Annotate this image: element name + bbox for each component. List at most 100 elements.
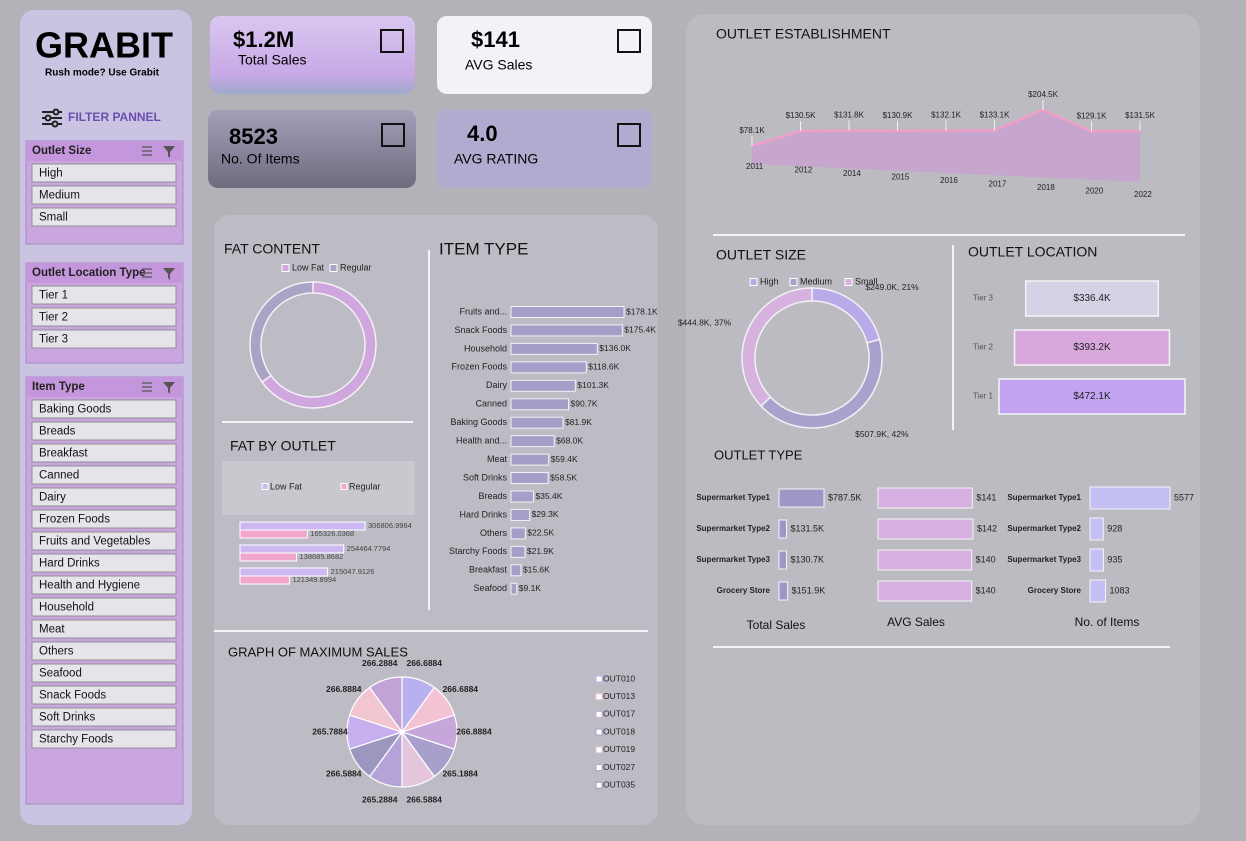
area-shade: [752, 110, 1140, 182]
kpi-value: 4.0: [467, 121, 498, 146]
bar: [239, 552, 298, 562]
filter-option[interactable]: [31, 553, 177, 573]
bar: [510, 342, 598, 355]
filter-clear-icon[interactable]: [163, 268, 175, 280]
data-label: 254464.7794: [347, 544, 391, 553]
filter-option[interactable]: [31, 531, 177, 551]
bar: [510, 361, 587, 374]
legend-swatch: [261, 483, 269, 490]
chart-title: ITEM TYPE: [439, 239, 528, 258]
filter-header-title: Outlet Size: [32, 145, 91, 157]
filter-clear-icon[interactable]: [163, 382, 175, 394]
panel-title: Total Sales: [747, 618, 806, 632]
bar: [1089, 579, 1107, 603]
filter-option[interactable]: [31, 597, 177, 617]
y-tick-label: Starchy Foods: [449, 546, 508, 556]
filter-multiselect-icon[interactable]: [142, 268, 152, 278]
legend-label: Medium: [800, 276, 832, 286]
filter-option[interactable]: [31, 307, 177, 327]
legend-label: Low Fat: [270, 481, 303, 491]
filter-option[interactable]: [31, 619, 177, 639]
filter-clear-icon[interactable]: [163, 146, 175, 158]
filter-option-label: Frozen Foods: [39, 514, 110, 526]
filter-option[interactable]: [31, 443, 177, 463]
filter-option-label: High: [39, 168, 63, 180]
data-label: $29.3K: [532, 509, 559, 519]
bar: [510, 416, 564, 429]
x-tick-label: 2020: [1086, 187, 1104, 196]
data-label: 935: [1107, 554, 1122, 564]
filter-option-label: Dairy: [39, 492, 66, 504]
y-tick-label: Breads: [478, 491, 507, 501]
filter-option-label: Baking Goods: [39, 404, 111, 416]
filter-option[interactable]: [31, 729, 177, 749]
data-label: $787.5K: [828, 492, 862, 502]
y-tick-label: Fruits and...: [459, 306, 507, 316]
data-label: $130.7K: [790, 554, 824, 564]
chart-title: GRAPH OF MAXIMUM SALES: [228, 644, 408, 659]
y-tick-label: Snack Foods: [454, 325, 507, 335]
x-tick-label: 2018: [1037, 183, 1055, 192]
filter-multiselect-icon[interactable]: [142, 146, 152, 156]
filter-option-label: Canned: [39, 470, 79, 482]
kpi-value: $141: [471, 27, 520, 52]
legend-label: OUT017: [603, 709, 635, 719]
data-label: $130.5K: [786, 111, 816, 120]
data-label: $129.1K: [1077, 111, 1107, 120]
data-label: $35.4K: [535, 491, 562, 501]
filter-option[interactable]: [31, 163, 177, 183]
filter-multiselect-icon[interactable]: [142, 382, 152, 392]
y-tick-label: Supermarket Type2: [696, 524, 770, 533]
x-tick-label: 2015: [892, 173, 910, 182]
data-label: $15.6K: [523, 565, 550, 575]
filter-option[interactable]: [31, 465, 177, 485]
y-tick-label: Health and...: [456, 436, 507, 446]
data-label: $249.0K, 21%: [865, 282, 919, 292]
bar: [1013, 329, 1171, 366]
data-label: 121349.8994: [292, 575, 336, 584]
filter-option[interactable]: [31, 575, 177, 595]
filter-option[interactable]: [31, 399, 177, 419]
filter-option[interactable]: [31, 641, 177, 661]
pie-slice: [368, 676, 403, 734]
legend-label: OUT035: [603, 779, 635, 789]
filter-option[interactable]: [31, 421, 177, 441]
filter-option-label: Seafood: [39, 668, 82, 680]
filter-option[interactable]: [31, 707, 177, 727]
filter-option-label: Tier 2: [39, 312, 68, 324]
filter-option[interactable]: [31, 207, 177, 227]
data-label: $78.1K: [739, 126, 765, 135]
filter-option[interactable]: [31, 487, 177, 507]
kpi-icon: [617, 29, 641, 53]
kpi-card: [437, 16, 652, 94]
data-label: 265.1884: [442, 769, 478, 779]
chart-title: OUTLET TYPE: [714, 447, 803, 462]
bar: [778, 581, 789, 601]
bar: [1024, 280, 1160, 317]
filter-option[interactable]: [31, 285, 177, 305]
panel-title: AVG Sales: [887, 615, 945, 629]
x-tick-label: 2012: [795, 166, 813, 175]
kpi-value: $1.2M: [233, 27, 294, 52]
filter-option[interactable]: [31, 509, 177, 529]
kpi-icon: [381, 123, 405, 147]
data-label: $507.9K, 42%: [855, 429, 909, 439]
chart-title: FAT BY OUTLET: [230, 438, 336, 454]
bar: [239, 529, 308, 539]
y-tick-label: Household: [464, 343, 507, 353]
filter-option[interactable]: [31, 685, 177, 705]
y-tick-label: Supermarket Type2: [1007, 524, 1081, 533]
filter-option[interactable]: [31, 663, 177, 683]
filter-option[interactable]: [31, 185, 177, 205]
y-tick-label: Supermarket Type1: [696, 493, 770, 502]
filter-option-label: Tier 3: [39, 334, 68, 346]
bar: [510, 306, 625, 318]
bar: [510, 545, 526, 558]
legend-swatch: [749, 278, 758, 286]
filter-option[interactable]: [31, 329, 177, 349]
y-tick-label: Tier 2: [973, 343, 994, 352]
data-label: $22.5K: [527, 528, 554, 538]
legend-swatch: [595, 693, 603, 701]
data-label: $140: [976, 585, 996, 595]
y-tick-label: Hard Drinks: [459, 509, 507, 519]
